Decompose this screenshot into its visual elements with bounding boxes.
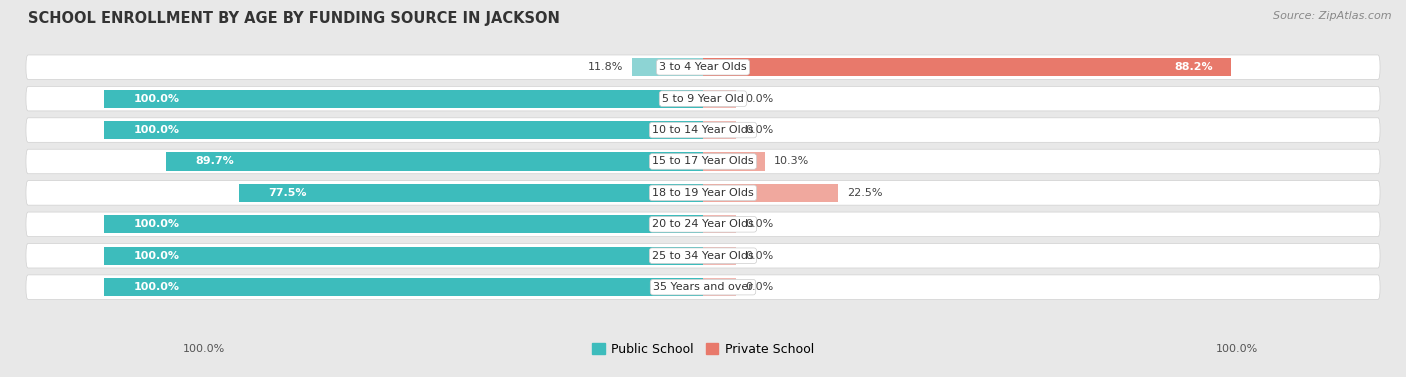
Bar (703, 247, 735, 265)
FancyBboxPatch shape (25, 55, 1381, 80)
Legend: Public School, Private School: Public School, Private School (588, 338, 818, 361)
Text: 35 Years and over: 35 Years and over (652, 282, 754, 292)
Text: 0.0%: 0.0% (745, 219, 773, 229)
Text: 100.0%: 100.0% (1216, 344, 1258, 354)
Bar (703, 152, 765, 171)
Text: Source: ZipAtlas.com: Source: ZipAtlas.com (1274, 11, 1392, 21)
Bar (166, 152, 703, 171)
Text: 11.8%: 11.8% (588, 62, 623, 72)
Text: 77.5%: 77.5% (269, 188, 307, 198)
Text: 3 to 4 Year Olds: 3 to 4 Year Olds (659, 62, 747, 72)
Text: 15 to 17 Year Olds: 15 to 17 Year Olds (652, 156, 754, 167)
Bar (633, 58, 703, 77)
Bar (703, 58, 1232, 77)
Text: 22.5%: 22.5% (846, 188, 883, 198)
Text: 5 to 9 Year Old: 5 to 9 Year Old (662, 93, 744, 104)
Text: 10.3%: 10.3% (773, 156, 808, 167)
Text: 0.0%: 0.0% (745, 93, 773, 104)
Text: 10 to 14 Year Olds: 10 to 14 Year Olds (652, 125, 754, 135)
Bar (703, 121, 735, 139)
Text: 100.0%: 100.0% (134, 93, 180, 104)
Text: 88.2%: 88.2% (1175, 62, 1213, 72)
Bar (703, 278, 735, 296)
Text: 100.0%: 100.0% (134, 219, 180, 229)
FancyBboxPatch shape (25, 149, 1381, 174)
Text: 20 to 24 Year Olds: 20 to 24 Year Olds (652, 219, 754, 229)
FancyBboxPatch shape (25, 244, 1381, 268)
Bar (104, 278, 703, 296)
Text: 100.0%: 100.0% (134, 282, 180, 292)
Bar (703, 90, 735, 108)
Text: 100.0%: 100.0% (134, 251, 180, 261)
Bar (703, 184, 838, 202)
FancyBboxPatch shape (25, 86, 1381, 111)
Text: 0.0%: 0.0% (745, 125, 773, 135)
Text: 0.0%: 0.0% (745, 251, 773, 261)
Bar (104, 215, 703, 233)
Text: 0.0%: 0.0% (745, 282, 773, 292)
Bar (703, 215, 735, 233)
FancyBboxPatch shape (25, 212, 1381, 237)
Text: 18 to 19 Year Olds: 18 to 19 Year Olds (652, 188, 754, 198)
FancyBboxPatch shape (25, 181, 1381, 205)
FancyBboxPatch shape (25, 275, 1381, 299)
Bar (104, 247, 703, 265)
Text: SCHOOL ENROLLMENT BY AGE BY FUNDING SOURCE IN JACKSON: SCHOOL ENROLLMENT BY AGE BY FUNDING SOUR… (28, 11, 560, 26)
Text: 100.0%: 100.0% (183, 344, 225, 354)
FancyBboxPatch shape (25, 118, 1381, 143)
Bar (239, 184, 703, 202)
Text: 25 to 34 Year Olds: 25 to 34 Year Olds (652, 251, 754, 261)
Bar (104, 90, 703, 108)
Text: 100.0%: 100.0% (134, 125, 180, 135)
Text: 89.7%: 89.7% (195, 156, 235, 167)
Bar (104, 121, 703, 139)
